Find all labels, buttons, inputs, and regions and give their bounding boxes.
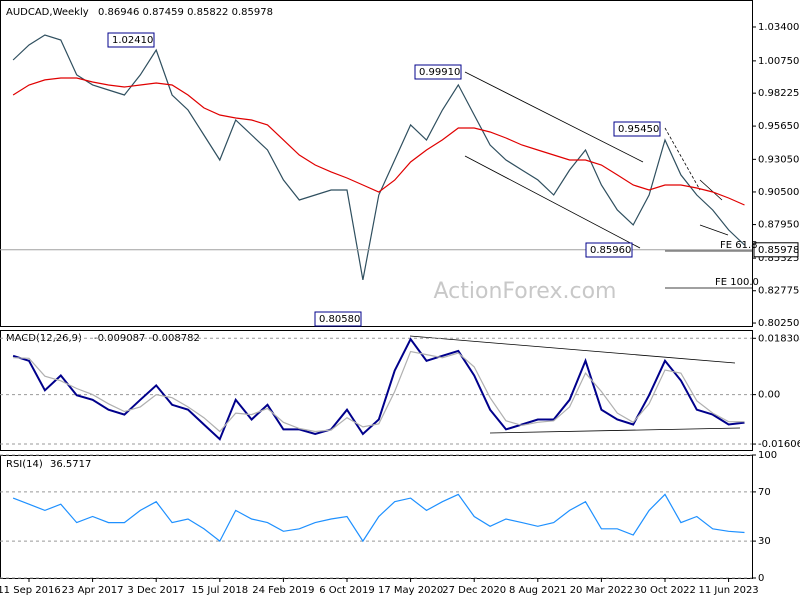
annotation-label: 0.80580 <box>319 314 360 325</box>
y-tick-label: 0.93050 <box>758 154 799 165</box>
annotation-box <box>613 121 661 137</box>
x-tick-label: 11 Jun 2023 <box>699 585 759 596</box>
x-tick-label: 23 Apr 2017 <box>62 585 124 596</box>
y-tick-label: 0.018304 <box>758 333 800 344</box>
x-tick-label: 17 May 2020 <box>378 585 443 596</box>
x-tick-label: 20 Mar 2022 <box>570 585 633 596</box>
y-tick-label: 0.90500 <box>758 187 799 198</box>
watermark: ActionForex.com <box>434 279 617 304</box>
rsi-subtitle: 36.5717 <box>50 459 91 470</box>
y-tick-label: 0.80250 <box>758 318 799 329</box>
x-tick-label: 3 Dec 2017 <box>127 585 185 596</box>
macd-trend-upper <box>409 335 736 364</box>
y-tick-label: 1.00750 <box>758 56 799 67</box>
price-subtitle: 0.86946 0.87459 0.85822 0.85978 <box>98 7 273 18</box>
series-line <box>13 350 745 433</box>
y-tick-label: 0.95650 <box>758 121 799 132</box>
x-tick-label: 8 Aug 2021 <box>509 585 567 596</box>
annotation-label: FE 61.8 <box>720 240 758 251</box>
annotation-box <box>314 311 362 327</box>
y-tick-label: 0.98225 <box>758 88 799 99</box>
price-title: AUDCAD,Weekly <box>6 7 89 18</box>
x-tick-label: 15 Jul 2018 <box>191 585 248 596</box>
series-line <box>12 77 745 206</box>
x-tick-label: 6 Oct 2019 <box>319 585 374 596</box>
annotation-label: 1.02410 <box>112 35 153 46</box>
y-tick-label: 30 <box>758 536 771 547</box>
annotation-label: FE 100.0 <box>715 277 759 288</box>
annotation-label: 0.85960 <box>590 245 631 256</box>
macd-panel-frame <box>0 330 753 451</box>
y-tick-label: 0.85325 <box>758 253 799 264</box>
channel-upper <box>464 71 644 163</box>
x-tick-label: 27 Dec 2020 <box>442 585 506 596</box>
wedge-lower <box>699 224 729 236</box>
x-tick-label: 11 Sep 2016 <box>0 585 61 596</box>
rsi-panel-frame <box>0 455 753 579</box>
y-tick-label: 0.87950 <box>758 220 799 231</box>
wedge-line <box>699 179 723 201</box>
x-tick-label: 24 Feb 2019 <box>252 585 314 596</box>
series-line <box>12 493 745 543</box>
current-price-label: 0.85978 <box>758 245 799 256</box>
price-panel-frame <box>0 0 753 327</box>
rsi-title: RSI(14) <box>6 459 43 470</box>
x-tick-label: 30 Oct 2022 <box>634 585 696 596</box>
y-tick-label: 0.00 <box>758 390 780 401</box>
annotation-box <box>585 242 633 258</box>
annotation-label: 0.99910 <box>419 67 460 78</box>
macd-trend-lower <box>489 427 741 434</box>
current-price-box <box>753 242 799 258</box>
y-tick-label: 0 <box>758 573 764 584</box>
series-line <box>12 337 745 441</box>
annotation-box <box>107 32 155 48</box>
y-tick-label: 0.82775 <box>758 286 799 297</box>
y-tick-label: 100 <box>758 450 777 461</box>
y-tick-label: -0.016064 <box>758 439 800 450</box>
channel-lower <box>464 155 641 249</box>
y-tick-label: 1.03400 <box>758 22 799 33</box>
y-tick-label: 70 <box>758 487 771 498</box>
annotation-box <box>414 64 462 80</box>
series-line <box>12 34 745 281</box>
annotation-label: 0.95450 <box>618 124 659 135</box>
wedge-upper <box>664 127 701 191</box>
